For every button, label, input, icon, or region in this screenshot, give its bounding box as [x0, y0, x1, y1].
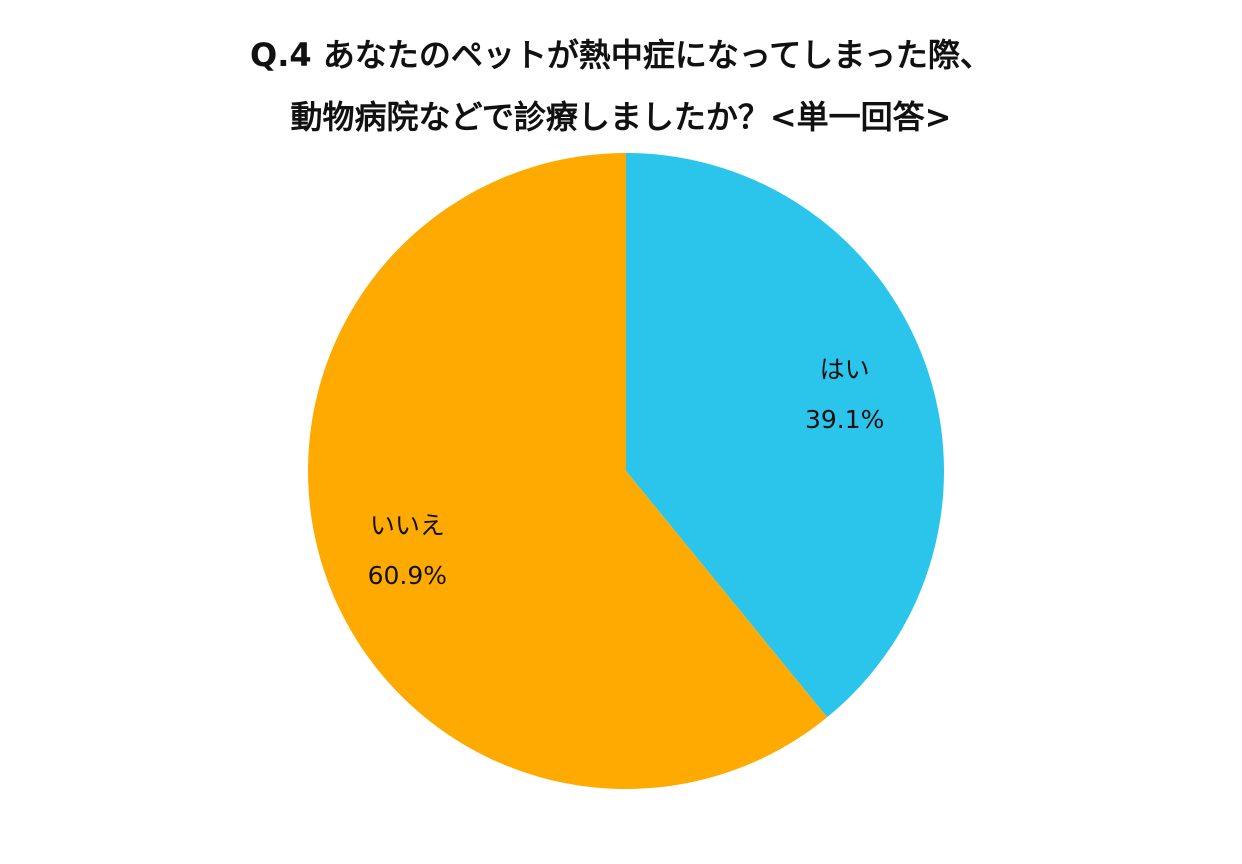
chart-title: Q.4 あなたのペットが熱中症になってしまった際、 動物病院などで診療しましたか…: [0, 24, 1242, 148]
pie-slice-no: [307, 153, 828, 790]
chart-title-line-2: 動物病院などで診療しましたか？<単一回答>: [290, 98, 952, 136]
slice-label-yes: はい: [820, 355, 870, 384]
slice-value-yes: 39.1%: [805, 405, 884, 434]
pie-slice-yes: [626, 153, 944, 718]
slice-value-no: 60.9%: [368, 561, 447, 590]
slice-label-no: いいえ: [370, 511, 445, 540]
chart-title-line-1: Q.4 あなたのペットが熱中症になってしまった際、: [250, 36, 992, 74]
